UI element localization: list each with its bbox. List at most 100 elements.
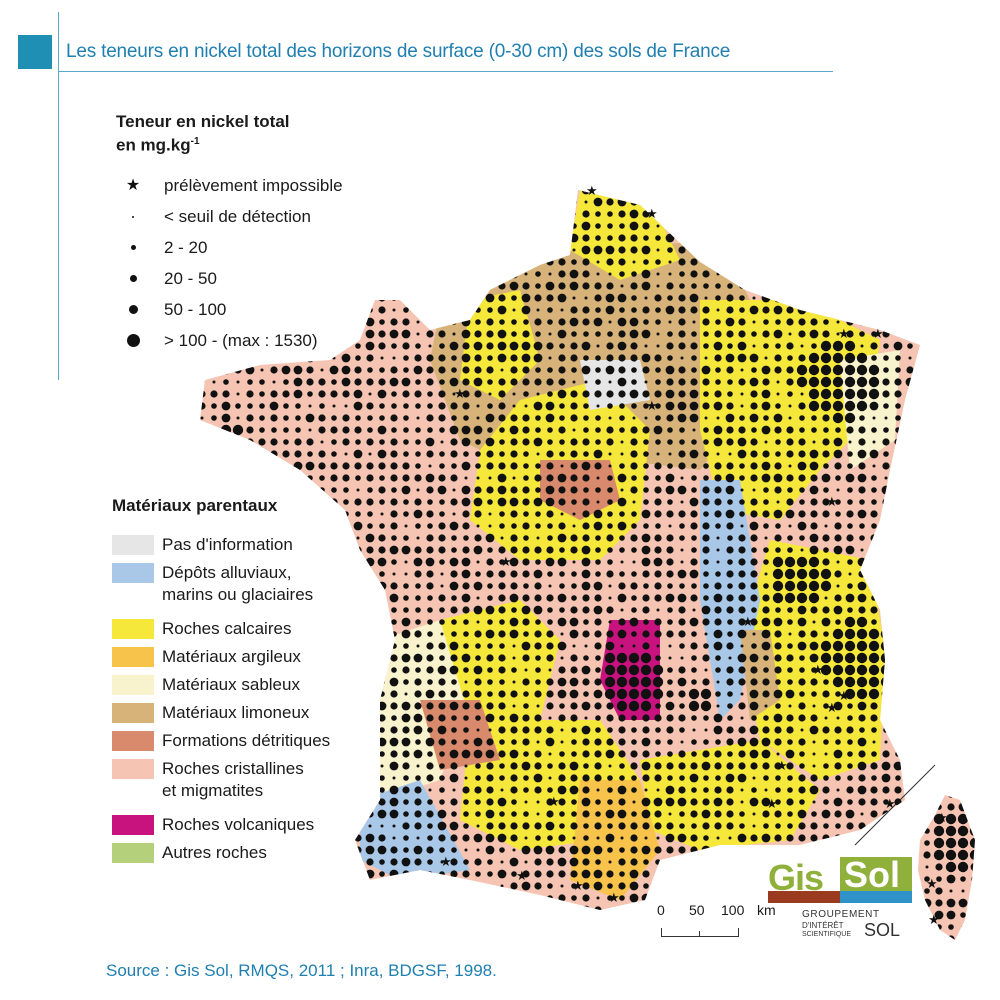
measurement-dot: [547, 535, 553, 541]
measurement-dot: [402, 462, 410, 470]
measurement-dot: [439, 199, 445, 205]
measurement-dot: [823, 679, 829, 685]
measurement-dot: [655, 703, 661, 709]
measurement-dot: [749, 725, 759, 735]
measurement-dot: [461, 461, 471, 471]
measurement-dot: [896, 704, 900, 708]
measurement-dot: [727, 871, 733, 877]
measurement-dot: [799, 535, 805, 541]
measurement-dot: [439, 235, 445, 241]
measurement-dot: [703, 715, 709, 721]
measurement-dot: [665, 593, 675, 603]
measurement-dot: [883, 823, 889, 829]
measurement-dot: [858, 798, 866, 806]
measurement-dot: [834, 462, 842, 470]
measurement-dot: [629, 893, 639, 903]
measurement-dot: [631, 715, 637, 721]
measurement-dot: [918, 923, 919, 931]
measurement-dot: [797, 809, 807, 819]
measurement-dot: [833, 257, 843, 267]
measurement-dot: [762, 306, 770, 314]
measurement-dot: [811, 415, 817, 421]
measurement-dot: [546, 546, 554, 554]
measurement-dot: [401, 377, 411, 387]
measurement-dot: [666, 546, 674, 554]
measurement-dot: [377, 809, 387, 819]
measurement-dot: [762, 726, 770, 734]
measurement-dot: [884, 272, 888, 276]
measurement-dot: [820, 664, 832, 676]
measurement-dot: [595, 223, 601, 229]
measurement-dot: [594, 618, 602, 626]
measurement-dot: [934, 795, 944, 800]
measurement-dot: [656, 836, 660, 840]
measurement-dot: [617, 377, 627, 387]
measurement-dot: [497, 341, 507, 351]
measurement-dot: [856, 640, 868, 652]
measurement-dot: [402, 726, 410, 734]
measurement-dot: [643, 883, 649, 889]
measurement-dot: [486, 450, 494, 458]
measurement-dot: [918, 899, 919, 907]
measurement-dot: [522, 558, 530, 566]
measurement-dot: [392, 308, 396, 312]
measurement-dot: [701, 190, 711, 195]
measurement-dot: [679, 583, 685, 589]
measurement-dot: [583, 487, 589, 493]
measurement-dot: [607, 487, 613, 493]
swatch-limestone: [112, 619, 154, 639]
measurement-dot: [426, 846, 434, 854]
measurement-dot: [750, 402, 758, 410]
measurement-dot: [946, 898, 956, 908]
measurement-dot: [692, 728, 696, 732]
measurement-dot: [714, 870, 722, 878]
measurement-dot: [438, 366, 446, 374]
measurement-dot: [522, 426, 530, 434]
measurement-dot: [824, 524, 828, 528]
measurement-dot: [620, 452, 624, 456]
measurement-dot: [787, 391, 793, 397]
measurement-dot: [882, 594, 890, 602]
measurement-dot: [535, 835, 541, 841]
measurement-dot: [607, 727, 613, 733]
measurement-dot: [700, 688, 712, 700]
measurement-dot: [546, 342, 554, 350]
measurement-dot: [498, 402, 506, 410]
measurement-dot: [354, 882, 362, 890]
measurement-dot: [427, 523, 433, 529]
measurement-dot: [572, 908, 576, 910]
measurement-dot: [895, 511, 901, 517]
measurement-dot: [593, 605, 603, 615]
measurement-dot: [295, 403, 301, 409]
measurement-dot: [847, 739, 853, 745]
measurement-dot: [283, 883, 289, 889]
measurement-dot: [536, 200, 540, 204]
measurement-dot: [690, 810, 698, 818]
swatch-alluvial-deposits: [112, 563, 154, 583]
measurement-dot: [869, 401, 879, 411]
measurement-dot: [270, 390, 278, 398]
measurement-dot: [500, 908, 504, 910]
measurement-dot: [464, 476, 468, 480]
measurement-dot: [403, 835, 409, 841]
measurement-dot: [570, 462, 578, 470]
measurement-dot: [426, 810, 434, 818]
measurement-dot: [391, 667, 397, 673]
measurement-dot: [702, 522, 710, 530]
measurement-dot: [450, 210, 458, 218]
measurement-dot: [667, 295, 673, 301]
measurement-dot: [690, 306, 698, 314]
measurement-dot: [654, 462, 662, 470]
measurement-dot: [522, 822, 530, 830]
measurement-dot: [584, 644, 588, 648]
measurement-dot: [343, 511, 349, 517]
measurement-dot: [666, 570, 674, 578]
measurement-dot: [296, 908, 300, 910]
measurement-dot: [534, 582, 542, 590]
measurement-dot: [354, 870, 362, 878]
measurement-dot: [380, 764, 384, 768]
measurement-dot: [678, 366, 686, 374]
measurement-dot: [907, 571, 913, 577]
measurement-dot: [860, 848, 864, 852]
measurement-dot: [509, 209, 519, 219]
